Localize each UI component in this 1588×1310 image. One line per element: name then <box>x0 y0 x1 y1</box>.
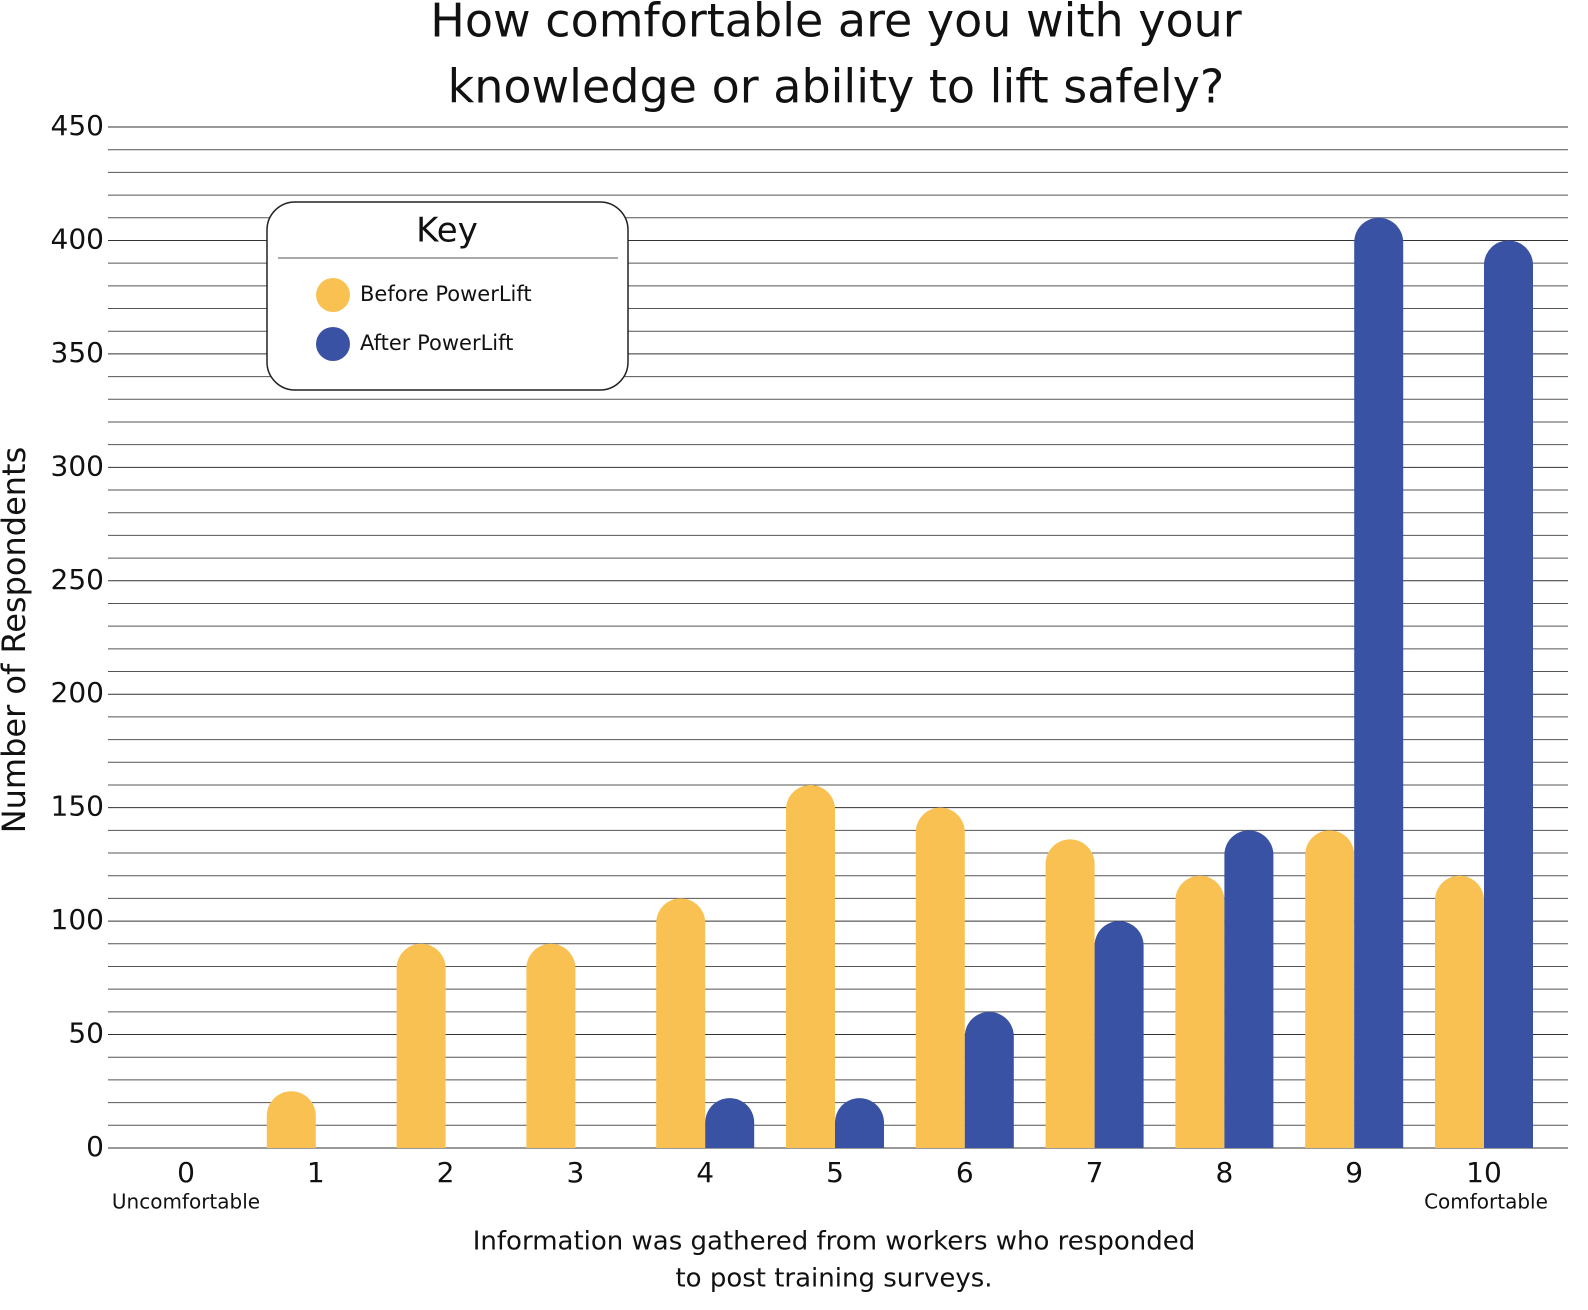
y-tick-label: 150 <box>51 790 104 823</box>
chart-title: knowledge or ability to lift safely? <box>448 60 1225 114</box>
x-tick-label: 7 <box>1086 1156 1104 1189</box>
x-tick-label: 6 <box>956 1156 974 1189</box>
y-tick-label: 50 <box>68 1017 104 1050</box>
y-tick-label: 100 <box>51 903 104 936</box>
legend-label: After PowerLift <box>360 331 513 355</box>
x-tick-label: 1 <box>307 1156 325 1189</box>
bar <box>1435 875 1484 1148</box>
bar <box>915 807 965 1148</box>
bars <box>266 217 1533 1148</box>
legend-title: Key <box>416 211 478 251</box>
bar <box>526 943 576 1148</box>
x-tick-label: 10 <box>1466 1156 1502 1189</box>
y-tick-label: 400 <box>51 222 104 255</box>
x-tick-label: 5 <box>826 1156 844 1189</box>
legend: Key Before PowerLift After PowerLift <box>266 201 629 391</box>
bar <box>1354 217 1404 1148</box>
scale-label: Uncomfortable <box>112 1190 260 1214</box>
bar <box>705 1098 755 1148</box>
bar <box>266 1091 316 1148</box>
x-tick-label: 4 <box>696 1156 714 1189</box>
legend-box <box>266 201 629 391</box>
bar <box>1175 875 1225 1148</box>
y-tick-label: 450 <box>51 109 104 142</box>
bar <box>835 1098 884 1148</box>
legend-swatch <box>316 327 350 361</box>
scale-label: Comfortable <box>1424 1190 1548 1214</box>
y-tick-label: 350 <box>51 336 104 369</box>
x-tick-label: 9 <box>1345 1156 1363 1189</box>
chart-title: How comfortable are you with your <box>430 0 1241 48</box>
legend-label: Before PowerLift <box>360 282 532 306</box>
bar <box>1094 921 1144 1148</box>
x-tick-label: 2 <box>437 1156 455 1189</box>
bar <box>786 784 835 1148</box>
bar <box>1045 839 1095 1148</box>
bar <box>964 1011 1014 1148</box>
x-tick-label: 8 <box>1215 1156 1233 1189</box>
y-axis-label: Number of Respondents <box>0 447 33 834</box>
y-tick-label: 200 <box>51 676 104 709</box>
bar <box>1484 240 1533 1148</box>
y-tick-label: 300 <box>51 449 104 482</box>
bar <box>1224 830 1274 1148</box>
note: Information was gathered from workers wh… <box>473 1227 1196 1257</box>
x-tick-label: 0 <box>177 1156 195 1189</box>
note: to post training surveys. <box>675 1264 992 1294</box>
bar <box>656 898 706 1148</box>
y-tick-label: 250 <box>51 563 104 596</box>
bar <box>396 943 446 1148</box>
x-tick-label: 3 <box>566 1156 584 1189</box>
legend-swatch <box>316 278 350 312</box>
bar <box>1305 830 1355 1148</box>
y-tick-label: 0 <box>86 1130 104 1163</box>
